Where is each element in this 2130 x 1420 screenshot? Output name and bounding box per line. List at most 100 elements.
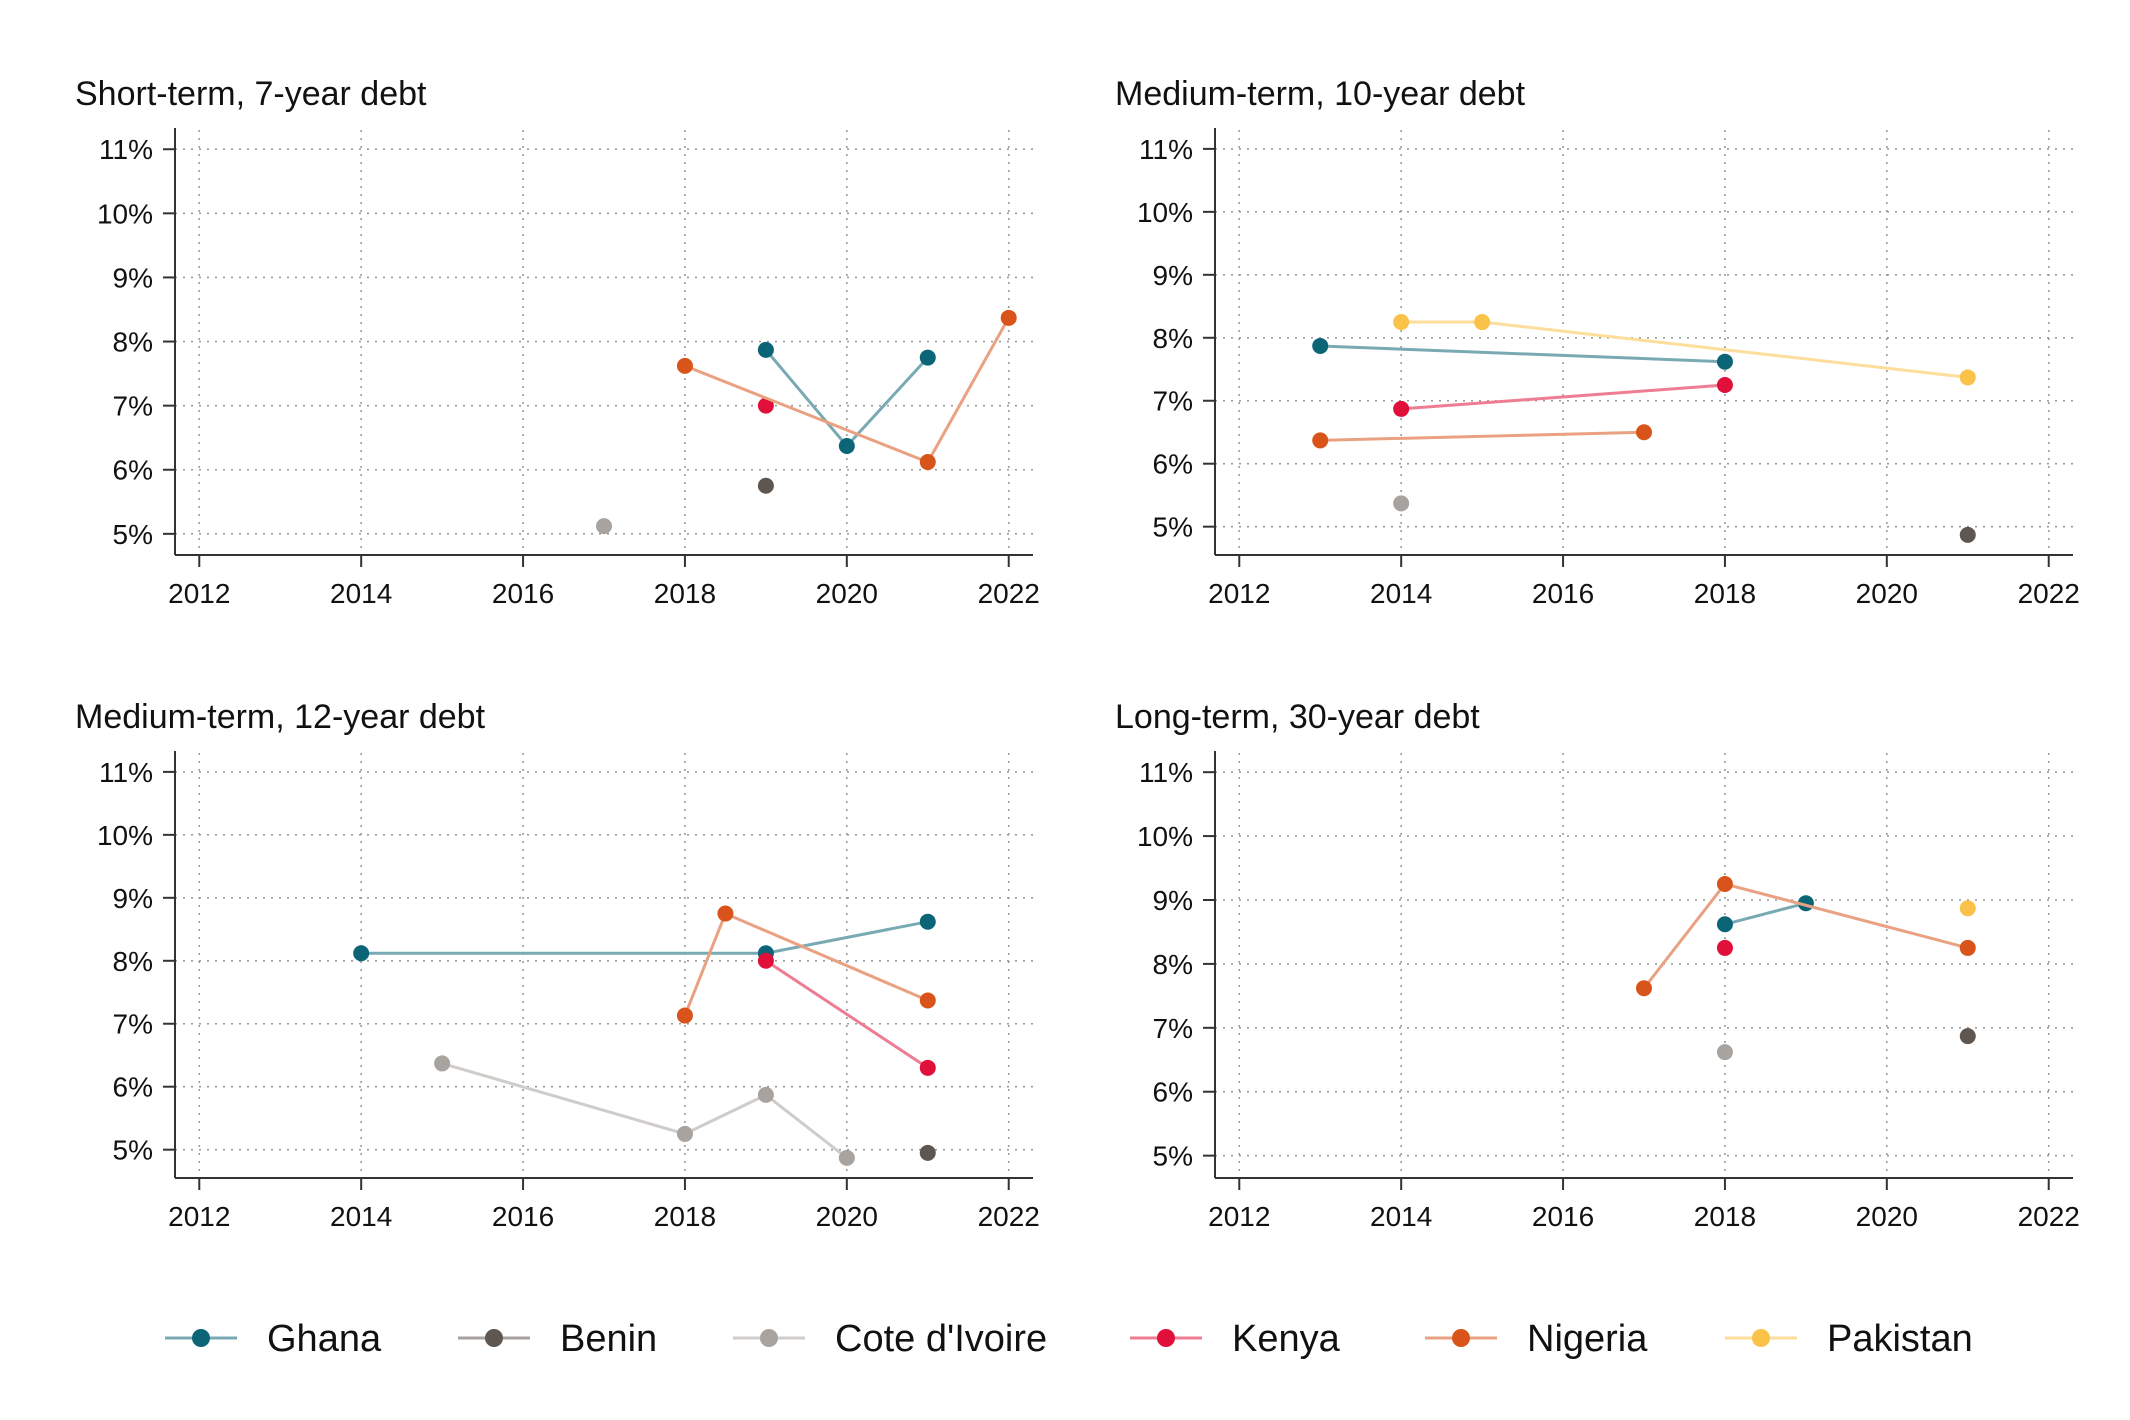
series-line — [1320, 344, 1725, 364]
x-tick-label: 2016 — [492, 578, 554, 609]
series-ghana — [1312, 337, 1733, 370]
series-line — [765, 959, 929, 1070]
x-tick-label: 2020 — [1856, 1201, 1918, 1232]
data-point — [919, 913, 936, 930]
series-cote-d-ivoire — [596, 518, 612, 535]
chart-panel-medium-term-12-year-debt: Medium-term, 12-year debt 5% 6% 7% 8% 9% 10% 11… — [75, 698, 1040, 1232]
y-tick-label: 10% — [1137, 821, 1193, 852]
data-point — [919, 349, 936, 366]
data-point — [919, 1059, 936, 1076]
data-point — [1716, 353, 1733, 370]
data-point — [838, 438, 855, 455]
series-nigeria — [1312, 424, 1652, 449]
y-tick-label: 6% — [1153, 449, 1193, 480]
data-point — [676, 357, 693, 374]
series-kenya — [757, 397, 774, 414]
series-nigeria — [676, 309, 1017, 471]
x-tick-label: 2014 — [330, 1201, 392, 1232]
data-point — [1393, 400, 1410, 417]
legend-marker — [760, 1329, 778, 1347]
series-line — [441, 1061, 848, 1160]
y-tick-label: 10% — [1137, 197, 1193, 228]
chart-panels: Short-term, 7-year debt 5% 6% 7% 8% 9% 10% 11% 2… — [75, 75, 2080, 1232]
data-point — [1959, 939, 1976, 956]
data-point — [1959, 900, 1976, 917]
data-point — [1716, 876, 1733, 893]
series-kenya — [1393, 377, 1733, 417]
chart-title: Long-term, 30-year debt — [1115, 698, 1480, 736]
x-tick-label: 2020 — [816, 578, 878, 609]
series-benin — [1959, 526, 1976, 543]
y-tick-label: 11% — [1139, 134, 1193, 165]
x-tick-label: 2020 — [1856, 578, 1918, 609]
data-point — [676, 1007, 693, 1024]
x-tick-label: 2012 — [1208, 578, 1270, 609]
data-point — [1000, 309, 1017, 326]
data-point — [676, 1125, 693, 1142]
x-tick-label: 2022 — [978, 578, 1040, 609]
y-tick-label: 8% — [113, 946, 153, 977]
data-point — [1474, 314, 1491, 331]
y-tick-label: 6% — [1153, 1077, 1193, 1108]
series-line — [1401, 383, 1726, 411]
chart-panel-short-term-7-year-debt: Short-term, 7-year debt 5% 6% 7% 8% 9% 10% 11% 2… — [75, 75, 1040, 609]
series-kenya — [1716, 939, 1733, 956]
legend-item-nigeria: Nigeria — [1425, 1318, 1648, 1360]
series-line — [1320, 430, 1645, 442]
y-tick-label: 11% — [99, 134, 153, 165]
data-point — [1636, 424, 1652, 441]
legend-label: Nigeria — [1527, 1318, 1648, 1360]
data-point — [1312, 432, 1329, 449]
x-tick-label: 2012 — [168, 578, 230, 609]
chart-title: Short-term, 7-year debt — [75, 75, 427, 113]
y-tick-label: 11% — [99, 757, 153, 788]
x-tick-label: 2022 — [2018, 578, 2080, 609]
series-pakistan — [1959, 900, 1976, 917]
legend-item-ghana: Ghana — [165, 1318, 382, 1360]
legend-label: Ghana — [267, 1318, 382, 1360]
data-point — [1312, 337, 1329, 354]
series-line — [361, 920, 929, 955]
legend-marker — [192, 1329, 210, 1347]
series-cote-d-ivoire — [1393, 495, 1410, 512]
data-point — [596, 518, 612, 535]
data-point — [353, 945, 370, 962]
series-line — [1401, 320, 1968, 379]
series-pakistan — [1393, 314, 1976, 386]
y-tick-label: 9% — [1153, 260, 1193, 291]
data-point — [757, 1086, 774, 1103]
series-nigeria — [676, 905, 936, 1024]
data-point — [919, 1144, 936, 1161]
data-point — [757, 397, 774, 414]
chart-title: Medium-term, 10-year debt — [1115, 75, 1526, 113]
x-tick-label: 2014 — [1370, 1201, 1432, 1232]
legend-label: Cote d'Ivoire — [835, 1318, 1047, 1360]
chart-panel-long-term-30-year-debt: Long-term, 30-year debt 5% 6% 7% 8% 9% 10% 11% 2… — [1115, 698, 2080, 1232]
legend-label: Pakistan — [1827, 1318, 1973, 1360]
y-tick-label: 5% — [1153, 512, 1193, 543]
x-tick-label: 2014 — [1370, 578, 1432, 609]
series-line — [1724, 901, 1807, 926]
y-tick-label: 9% — [113, 262, 153, 293]
y-tick-label: 5% — [1153, 1141, 1193, 1172]
legend-item-cote-d-ivoire: Cote d'Ivoire — [733, 1318, 1047, 1360]
x-tick-label: 2016 — [492, 1201, 554, 1232]
data-point — [1393, 495, 1410, 512]
legend-item-kenya: Kenya — [1130, 1318, 1341, 1360]
y-tick-label: 10% — [97, 820, 153, 851]
data-point — [1959, 1028, 1976, 1045]
series-ghana — [757, 341, 936, 455]
data-point — [1716, 1044, 1733, 1061]
legend-marker — [1157, 1329, 1175, 1347]
legend-marker — [485, 1329, 503, 1347]
series-benin — [757, 477, 774, 494]
x-tick-label: 2018 — [1694, 578, 1756, 609]
data-point — [1636, 980, 1652, 997]
y-tick-label: 5% — [113, 1135, 153, 1166]
chart-title: Medium-term, 12-year debt — [75, 698, 486, 736]
y-tick-label: 7% — [1153, 1013, 1193, 1044]
series-cote-d-ivoire — [1716, 1044, 1733, 1061]
series-nigeria — [1636, 876, 1976, 997]
y-tick-label: 7% — [113, 391, 153, 422]
